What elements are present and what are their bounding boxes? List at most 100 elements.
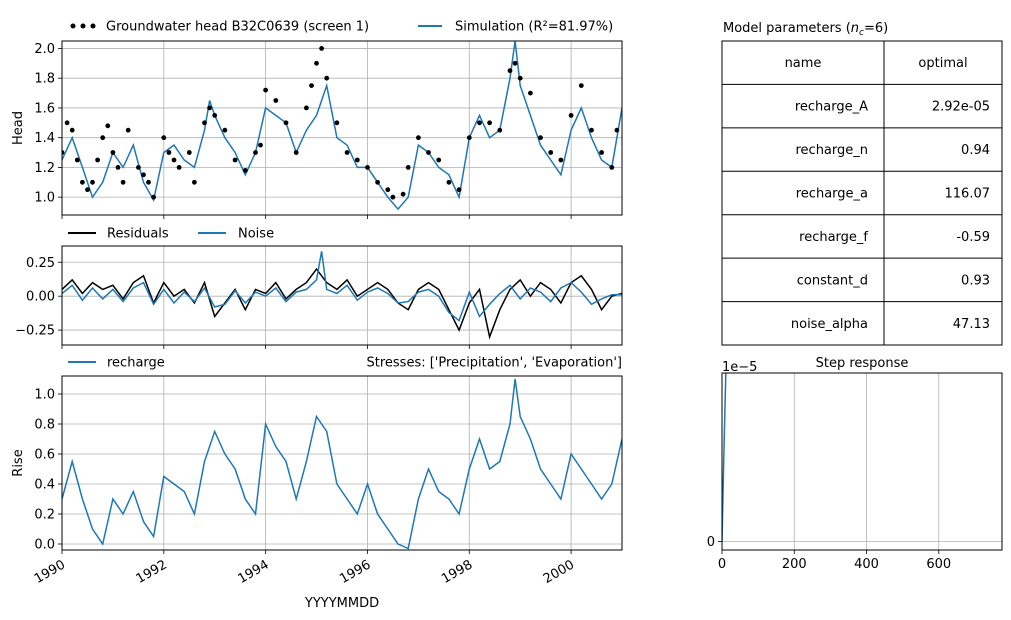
residuals-axes: −0.25 0.00 0.25 Residuals Noise (15, 227, 623, 349)
observation-point (614, 127, 620, 133)
observation-points (62, 46, 620, 200)
stresses-annotation: Stresses: ['Precipitation', 'Evaporation… (367, 356, 623, 371)
legend-recharge-label: recharge (107, 356, 165, 371)
observation-point (599, 150, 604, 155)
recharge-x-tick-label: 1992 (134, 557, 170, 587)
observation-point (212, 113, 218, 118)
step-x-tick-label: 0 (718, 557, 726, 572)
observation-point (446, 179, 452, 185)
head-y-tick-label: 2.0 (34, 42, 55, 57)
observation-point (507, 68, 513, 74)
observation-point (304, 105, 309, 111)
x-axis-label: YYYYMMDD (304, 596, 379, 611)
observation-point (293, 150, 299, 155)
observation-point (548, 150, 554, 155)
recharge-x-tick-label: 1990 (32, 557, 68, 587)
legend-residuals-label: Residuals (107, 227, 169, 242)
observation-point (309, 83, 314, 88)
head-y-ticks: 1.0 1.2 1.4 1.6 1.8 2.0 (34, 42, 62, 206)
observation-point (589, 127, 594, 133)
table-grid (721, 40, 1003, 346)
observation-point (390, 194, 396, 200)
observation-point (176, 165, 182, 170)
observation-point (146, 179, 151, 185)
table-header-name: name (785, 56, 822, 71)
legend-observation-label: Groundwater head B32C0639 (screen 1) (106, 20, 369, 35)
recharge-axes: 0.0 0.2 0.4 0.6 0.8 1.0 1990 1992 1994 1996 1998 2… (11, 356, 623, 611)
recharge-y-axis-label: Rise (11, 449, 26, 476)
observation-point (319, 46, 324, 51)
table-border (721, 40, 1003, 346)
residuals-series-line (62, 267, 622, 340)
legend-observation-marker (80, 23, 86, 29)
observation-point (232, 157, 238, 163)
observation-point (69, 127, 75, 133)
residuals-legend: Residuals Noise (68, 227, 274, 242)
legend-observation-marker (90, 23, 96, 29)
observation-point (110, 150, 116, 155)
observation-point (80, 179, 85, 185)
observation-point (263, 87, 268, 93)
recharge-y-tick-label: 0.8 (34, 418, 55, 433)
model-parameters-table: Model parameters (nc=6) name optimal recha… (721, 21, 1003, 346)
recharge-series-line (62, 378, 622, 550)
observation-point (314, 60, 319, 66)
recharge-y-tick-label: 0.4 (34, 478, 55, 493)
observation-point (405, 165, 411, 170)
step-x-ticks: 0 200 400 600 (718, 550, 951, 572)
observation-point (74, 157, 80, 163)
observation-point (100, 135, 106, 141)
table-cell-name: constant_d (797, 273, 868, 288)
step-y-offset-label: 1e−5 (722, 360, 757, 375)
head-x-ticks (61, 215, 572, 219)
table-cell-optimal: 0.93 (961, 273, 990, 288)
residuals-y-tick-label: 0.25 (26, 256, 55, 271)
title-n: n (851, 21, 859, 36)
head-y-axis-label: Head (11, 111, 26, 145)
step-axes-frame (721, 372, 1003, 551)
observation-point (273, 98, 279, 103)
recharge-x-tick-label: 2000 (541, 557, 577, 587)
observation-point (375, 179, 380, 185)
observation-point (141, 172, 146, 178)
residuals-y-tick-label: −0.25 (15, 324, 55, 339)
recharge-gridlines (61, 376, 622, 550)
observation-point (365, 165, 370, 170)
observation-point (456, 187, 462, 193)
observation-point (416, 135, 421, 141)
observation-point (436, 157, 442, 163)
observation-point (497, 127, 503, 133)
step-x-tick-label: 400 (854, 557, 879, 572)
recharge-legend: recharge (68, 356, 165, 371)
observation-point (253, 150, 258, 155)
step-x-tick-label: 200 (782, 557, 807, 572)
observation-point (426, 150, 431, 155)
table-cell-name: recharge_a (796, 187, 868, 202)
observation-point (166, 150, 172, 155)
observation-point (354, 157, 360, 163)
residuals-y-ticks: −0.25 0.00 0.25 (15, 256, 62, 339)
observation-point (125, 127, 131, 133)
step-x-tick-label: 600 (926, 557, 951, 572)
observation-point (186, 150, 192, 155)
recharge-x-tick-label: 1998 (439, 557, 475, 587)
observation-point (207, 105, 213, 111)
residuals-x-ticks (61, 345, 572, 349)
head-axes-frame (61, 40, 623, 216)
recharge-x-ticks: 1990 1992 1994 1996 1998 2000 (32, 550, 577, 587)
noise-series-line (62, 251, 622, 322)
table-cell-optimal: 47.13 (953, 317, 990, 332)
head-legend: Groundwater head B32C0639 (screen 1) Sim… (70, 20, 613, 35)
observation-point (517, 75, 523, 81)
legend-simulation-label: Simulation (R²=81.97%) (455, 20, 613, 35)
table-cell-name: recharge_n (795, 143, 868, 158)
legend-noise-label: Noise (238, 227, 274, 242)
table-cell-name: recharge_f (799, 230, 868, 245)
observation-point (95, 157, 100, 163)
recharge-x-tick-label: 1994 (235, 557, 271, 587)
step-y-tick-label: 0 (707, 535, 715, 550)
observation-point (558, 157, 564, 163)
table-header-optimal: optimal (918, 56, 967, 71)
table-cell-optimal: 0.94 (961, 143, 990, 158)
